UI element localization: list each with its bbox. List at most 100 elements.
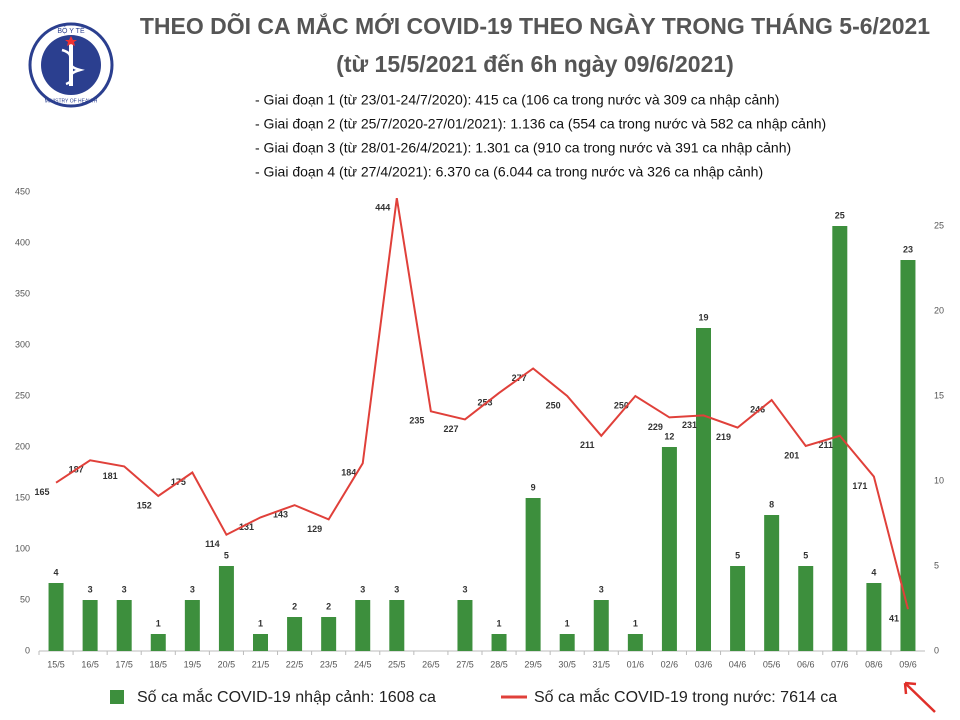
bar-label: 1 (565, 618, 570, 628)
bar-label: 5 (224, 550, 229, 560)
bar (321, 617, 337, 651)
y-tick-label: 200 (15, 441, 30, 451)
y-tick-label: 300 (15, 339, 30, 349)
x-tick-label: 22/5 (286, 659, 304, 669)
x-tick-label: 01/6 (627, 659, 645, 669)
point-label: 231 (682, 420, 697, 430)
x-tick-label: 27/5 (456, 659, 474, 669)
x-tick-label: 20/5 (218, 659, 236, 669)
x-tick-label: 29/5 (524, 659, 542, 669)
bar-label: 3 (190, 584, 195, 594)
bar-label: 3 (462, 584, 467, 594)
point-label: 444 (375, 202, 390, 212)
bar (866, 583, 882, 651)
point-label: 41 (889, 614, 899, 624)
bar (491, 634, 507, 651)
logo-bottom: MINISTRY OF HEALTH (45, 98, 98, 104)
bar (900, 260, 916, 651)
bar-label: 3 (88, 584, 93, 594)
point-label: 131 (239, 522, 254, 532)
x-tick-label: 25/5 (388, 659, 406, 669)
bar (593, 600, 609, 651)
bar-label: 23 (903, 244, 913, 254)
bar-label: 1 (497, 618, 502, 628)
y2-tick-label: 5 (934, 560, 939, 570)
bar (389, 600, 405, 651)
point-label: 227 (443, 424, 458, 434)
bar-label: 3 (599, 584, 604, 594)
bar-label: 3 (122, 584, 127, 594)
x-tick-label: 06/6 (797, 659, 815, 669)
bar (48, 583, 64, 651)
x-tick-label: 17/5 (115, 659, 133, 669)
y-tick-label: 0 (25, 645, 30, 655)
point-label: 246 (750, 404, 765, 414)
bar (253, 634, 268, 651)
bar (696, 328, 711, 651)
point-label: 219 (716, 432, 731, 442)
bar (287, 617, 303, 651)
point-label: 152 (137, 500, 152, 510)
point-label: 184 (341, 468, 356, 478)
x-tick-label: 18/5 (150, 659, 168, 669)
bar (184, 600, 200, 651)
x-tick-label: 31/5 (593, 659, 611, 669)
y2-tick-label: 15 (934, 390, 944, 400)
bar-label: 5 (735, 550, 740, 560)
bar (116, 600, 132, 651)
point-label: 250 (614, 400, 629, 410)
x-tick-label: 15/5 (47, 659, 65, 669)
bar (82, 600, 98, 651)
x-tick-label: 16/5 (81, 659, 99, 669)
logo: BỘ Y TẾ MINISTRY OF HEALTH (28, 22, 114, 108)
x-tick-label: 07/6 (831, 659, 849, 669)
legend-swatch (110, 690, 124, 704)
bar-label: 4 (871, 567, 876, 577)
point-label: 211 (819, 440, 834, 450)
x-tick-label: 09/6 (899, 659, 917, 669)
bar-label: 25 (835, 210, 845, 220)
chart-title: THEO DÕI CA MẮC MỚI COVID-19 THEO NGÀY T… (140, 12, 930, 39)
logo-top: BỘ Y TẾ (57, 25, 85, 35)
annotation: - Giai đoạn 2 (từ 25/7/2020-27/01/2021):… (255, 116, 826, 132)
bar-label: 1 (156, 618, 161, 628)
bar-label: 1 (633, 618, 638, 628)
bar-label: 12 (664, 431, 674, 441)
bar (730, 566, 746, 651)
annotation: - Giai đoạn 1 (từ 23/01-24/7/2020): 415 … (255, 92, 779, 108)
y-tick-label: 100 (15, 543, 30, 553)
point-label: 253 (478, 397, 493, 407)
bar-label: 2 (326, 601, 331, 611)
point-label: 114 (205, 539, 220, 549)
bar (525, 498, 541, 651)
bar-label: 9 (531, 482, 536, 492)
arrow (903, 681, 936, 713)
bar-label: 4 (54, 567, 59, 577)
bar-label: 5 (803, 550, 808, 560)
bar-label: 2 (292, 601, 297, 611)
x-tick-label: 02/6 (661, 659, 679, 669)
bar-label: 1 (258, 618, 263, 628)
chart-subtitle: (từ 15/5/2021 đến 6h ngày 09/6/2021) (336, 51, 734, 77)
x-tick-label: 24/5 (354, 659, 372, 669)
bar (150, 634, 166, 651)
x-tick-label: 19/5 (184, 659, 202, 669)
bar-label: 3 (394, 584, 399, 594)
x-tick-label: 28/5 (490, 659, 508, 669)
point-label: 250 (546, 400, 561, 410)
bar (798, 566, 814, 651)
bar-label: 3 (360, 584, 365, 594)
bar (764, 515, 780, 651)
x-tick-label: 03/6 (695, 659, 713, 669)
y2-tick-label: 25 (934, 220, 944, 230)
x-tick-label: 23/5 (320, 659, 338, 669)
y2-tick-label: 10 (934, 475, 944, 485)
bar-label: 8 (769, 499, 774, 509)
y-tick-label: 450 (15, 186, 30, 196)
x-tick-label: 05/6 (763, 659, 781, 669)
y-tick-label: 50 (20, 594, 30, 604)
bar (218, 566, 234, 651)
point-label: 181 (103, 471, 118, 481)
point-label: 165 (35, 487, 50, 497)
